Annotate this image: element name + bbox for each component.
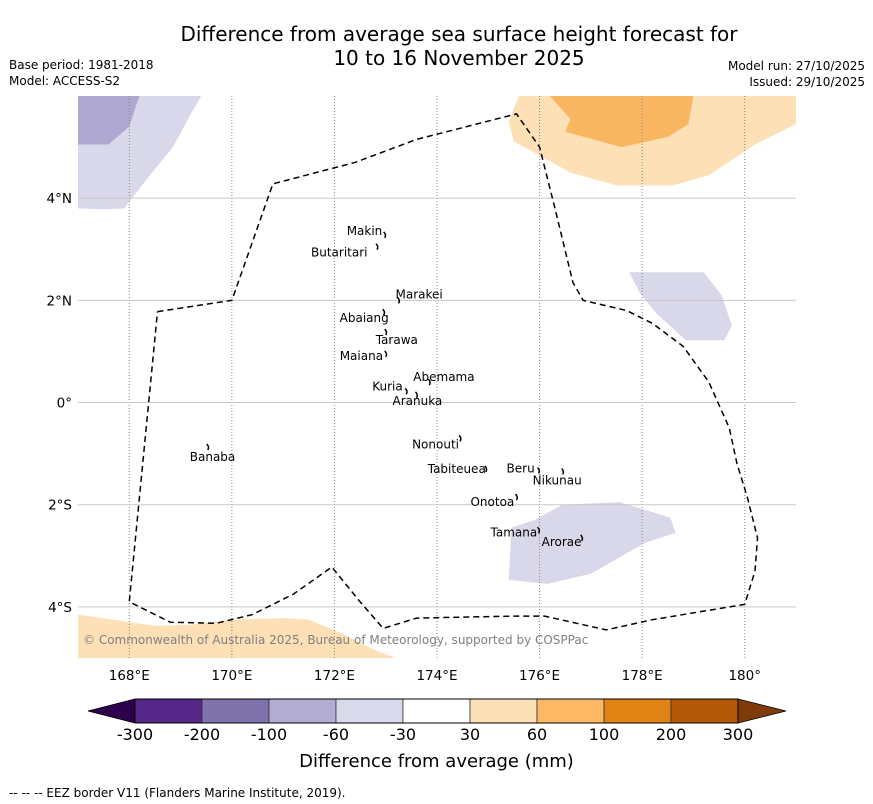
island-label: Maiana xyxy=(340,349,383,363)
island-labels: Makin Butaritari Marakei Abaiang Tarawa Maian… xyxy=(190,224,584,549)
island-label: Tarawa xyxy=(375,333,418,347)
copyright-notice: © Commonwealth of Australia 2025, Bureau… xyxy=(83,633,588,647)
island-shape xyxy=(536,526,541,534)
colorbar xyxy=(87,698,787,724)
colorbar-bin xyxy=(670,698,739,724)
y-axis-ticks: 4°N 2°N 0° 2°S 4°S xyxy=(47,191,72,616)
colorbar-bin xyxy=(201,698,270,724)
eez-border-layer xyxy=(128,113,759,631)
colorbar-tick-label: -200 xyxy=(183,725,221,744)
x-tick-label: 172°E xyxy=(314,668,355,684)
island-shape xyxy=(561,467,565,475)
y-tick-label: 2°S xyxy=(48,498,72,514)
island-shape xyxy=(484,465,488,473)
island-label: Butaritari xyxy=(311,246,368,260)
anomaly-region xyxy=(78,96,140,145)
island-shape xyxy=(375,243,379,251)
island-label: Arorae xyxy=(542,535,582,549)
island-shape xyxy=(427,378,431,386)
x-tick-label: 168°E xyxy=(109,668,150,684)
colorbar-tick-label: 300 xyxy=(722,725,754,744)
island-shape xyxy=(384,350,388,358)
x-tick-label: 178°E xyxy=(622,668,663,684)
anomaly-regions xyxy=(78,96,796,658)
colorbar-over-arrow xyxy=(737,698,787,724)
chart-title: Difference from average sea surface heig… xyxy=(0,22,873,70)
eez-border xyxy=(128,113,759,631)
colorbar-tick-label: 30 xyxy=(459,725,481,744)
island-label: Abemama xyxy=(413,370,474,384)
island-label: Marakei xyxy=(396,287,443,301)
colorbar-tick-label: 200 xyxy=(655,725,687,744)
island-label: Onotoa xyxy=(470,495,514,509)
x-axis-ticks: 168°E 170°E 172°E 174°E 176°E 178°E 180° xyxy=(109,668,761,684)
colorbar-bin xyxy=(335,698,404,724)
x-tick-label: 174°E xyxy=(416,668,457,684)
colorbar-label: Difference from average (mm) xyxy=(0,751,873,772)
colorbar-under-arrow xyxy=(87,698,136,724)
title-line-2: 10 to 16 November 2025 xyxy=(333,46,585,70)
gridlines xyxy=(78,96,796,658)
anomaly-region xyxy=(629,272,732,341)
y-tick-label: 2°N xyxy=(47,293,72,309)
island-shape xyxy=(514,493,519,501)
colorbar-bin xyxy=(268,698,337,724)
island-shape xyxy=(396,296,401,304)
island-label: Aranuka xyxy=(392,394,442,408)
island-label: Nonouti xyxy=(412,437,459,451)
eez-footnote: -- -- -- EEZ border V11 (Flanders Marine… xyxy=(9,786,346,800)
colorbar-tick-label: 60 xyxy=(526,725,548,744)
island-label: Beru xyxy=(507,461,535,475)
colorbar-bin xyxy=(469,698,538,724)
colorbar-bin xyxy=(134,698,203,724)
island-shape xyxy=(580,534,584,542)
colorbar-bin xyxy=(402,698,471,724)
colorbar-outline xyxy=(134,698,739,724)
island-label: Banaba xyxy=(190,450,236,464)
island-label: Tabiteuea xyxy=(427,462,486,476)
base-period-label: Base period: 1981-2018 xyxy=(9,58,154,72)
colorbar-tick-label: -100 xyxy=(250,725,288,744)
anomaly-region xyxy=(549,96,694,148)
island-shape xyxy=(536,466,541,474)
title-line-1: Difference from average sea surface heig… xyxy=(180,22,738,46)
x-tick-label: 176°E xyxy=(519,668,560,684)
anomaly-region xyxy=(78,614,396,658)
model-run-label: Model run: 27/10/2025 xyxy=(727,59,865,73)
y-tick-label: 0° xyxy=(57,396,72,412)
island-shape xyxy=(458,434,462,442)
colorbar-tick-label: -300 xyxy=(116,725,154,744)
anomaly-region xyxy=(78,96,202,210)
island-label: Makin xyxy=(347,224,383,238)
x-tick-label: 180° xyxy=(728,668,761,684)
island-shape xyxy=(206,443,210,451)
colorbar-label-text: Difference from average (mm) xyxy=(299,751,574,772)
issued-label: Issued: 29/10/2025 xyxy=(749,75,865,89)
colorbar-bin xyxy=(536,698,605,724)
island-label: Kuria xyxy=(372,379,403,393)
island-label: Tamana xyxy=(490,525,538,539)
colorbar-bin xyxy=(603,698,672,724)
island-label: Nikunau xyxy=(533,474,582,488)
island-shape xyxy=(414,391,419,399)
anomaly-region xyxy=(508,502,676,584)
colorbar-tick-label: -30 xyxy=(389,725,417,744)
island-shape xyxy=(404,387,408,395)
y-tick-label: 4°S xyxy=(48,600,72,616)
island-shape xyxy=(382,308,386,316)
colorbar-tick-label: -60 xyxy=(322,725,350,744)
model-label: Model: ACCESS-S2 xyxy=(9,74,121,88)
island-shape xyxy=(384,328,388,336)
x-tick-label: 170°E xyxy=(211,668,252,684)
colorbar-tick-label: 100 xyxy=(588,725,620,744)
island-label: Abaiang xyxy=(340,311,389,325)
island-shape xyxy=(383,231,387,239)
y-tick-label: 4°N xyxy=(47,191,72,207)
